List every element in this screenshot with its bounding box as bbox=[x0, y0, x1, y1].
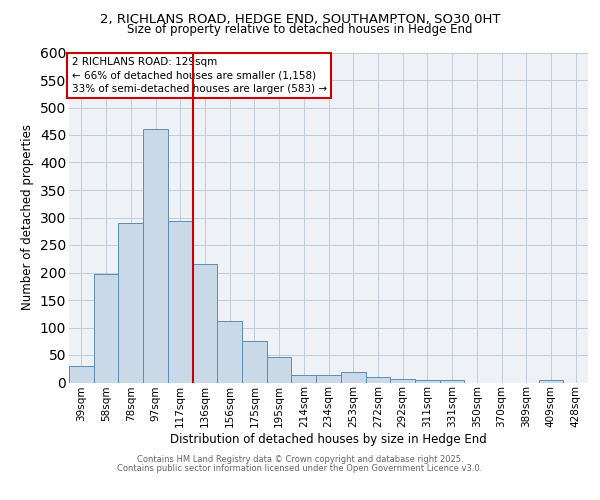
Text: Size of property relative to detached houses in Hedge End: Size of property relative to detached ho… bbox=[127, 22, 473, 36]
Bar bbox=[440, 380, 464, 382]
Bar bbox=[341, 372, 365, 382]
Y-axis label: Number of detached properties: Number of detached properties bbox=[21, 124, 34, 310]
Bar bbox=[292, 375, 316, 382]
Bar bbox=[168, 222, 193, 382]
Bar bbox=[539, 380, 563, 382]
Bar bbox=[94, 274, 118, 382]
Bar bbox=[69, 366, 94, 382]
Bar bbox=[316, 375, 341, 382]
Text: Contains public sector information licensed under the Open Government Licence v3: Contains public sector information licen… bbox=[118, 464, 482, 473]
Bar bbox=[217, 322, 242, 382]
Bar bbox=[267, 357, 292, 382]
X-axis label: Distribution of detached houses by size in Hedge End: Distribution of detached houses by size … bbox=[170, 433, 487, 446]
Text: 2 RICHLANS ROAD: 129sqm
← 66% of detached houses are smaller (1,158)
33% of semi: 2 RICHLANS ROAD: 129sqm ← 66% of detache… bbox=[71, 58, 327, 94]
Bar bbox=[143, 130, 168, 382]
Bar bbox=[390, 378, 415, 382]
Text: Contains HM Land Registry data © Crown copyright and database right 2025.: Contains HM Land Registry data © Crown c… bbox=[137, 455, 463, 464]
Bar bbox=[118, 223, 143, 382]
Bar bbox=[365, 377, 390, 382]
Bar bbox=[415, 380, 440, 382]
Bar bbox=[242, 341, 267, 382]
Text: 2, RICHLANS ROAD, HEDGE END, SOUTHAMPTON, SO30 0HT: 2, RICHLANS ROAD, HEDGE END, SOUTHAMPTON… bbox=[100, 12, 500, 26]
Bar bbox=[193, 264, 217, 382]
